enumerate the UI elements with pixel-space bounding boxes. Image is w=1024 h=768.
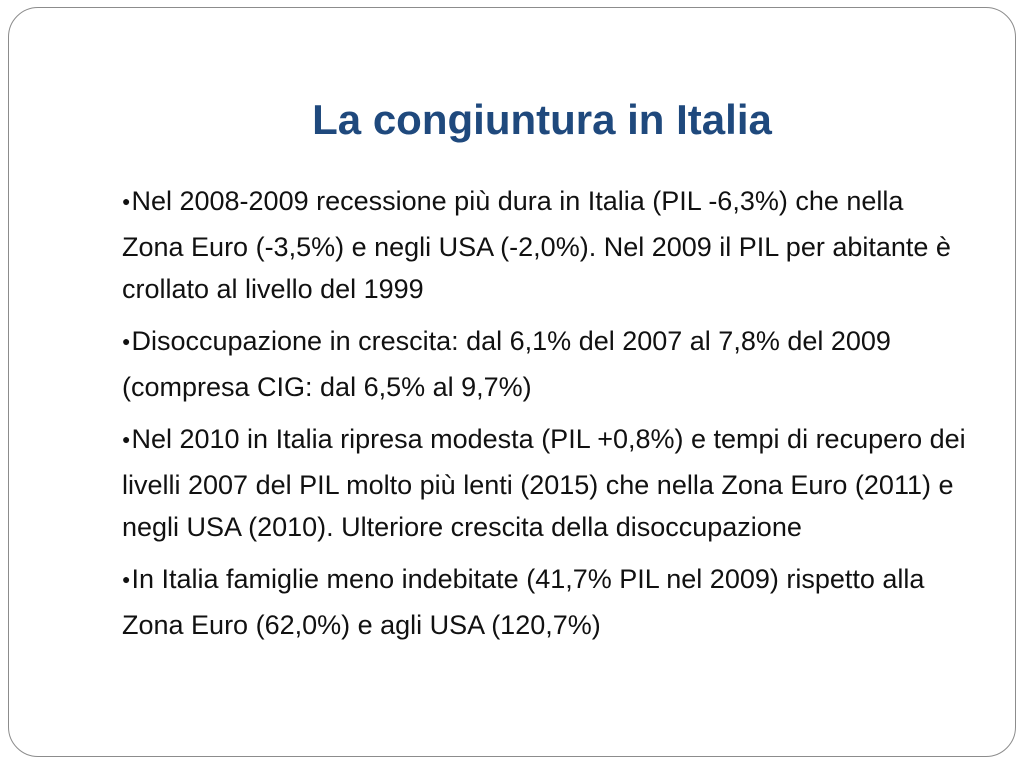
bullet-text: In Italia famiglie meno indebitate (41,7… [122,564,925,640]
bullet-text: Disoccupazione in crescita: dal 6,1% del… [122,326,891,402]
slide-frame: La congiuntura in Italia ●Nel 2008-2009 … [8,7,1016,757]
bullet-item: ●Nel 2008-2009 recessione più dura in It… [122,180,972,310]
bullet-item: ●Nel 2010 in Italia ripresa modesta (PIL… [122,418,972,548]
bullet-dot-icon: ● [122,333,131,349]
bullet-item: ●Disoccupazione in crescita: dal 6,1% de… [122,320,972,408]
bullet-dot-icon: ● [122,431,131,447]
bullet-dot-icon: ● [122,193,131,209]
bullet-dot-icon: ● [122,571,131,587]
bullet-item: ●In Italia famiglie meno indebitate (41,… [122,558,972,646]
bullet-text: Nel 2010 in Italia ripresa modesta (PIL … [122,424,966,542]
bullet-text: Nel 2008-2009 recessione più dura in Ita… [122,186,951,304]
slide-title: La congiuntura in Italia [312,96,772,143]
bullet-list: ●Nel 2008-2009 recessione più dura in It… [122,180,972,656]
